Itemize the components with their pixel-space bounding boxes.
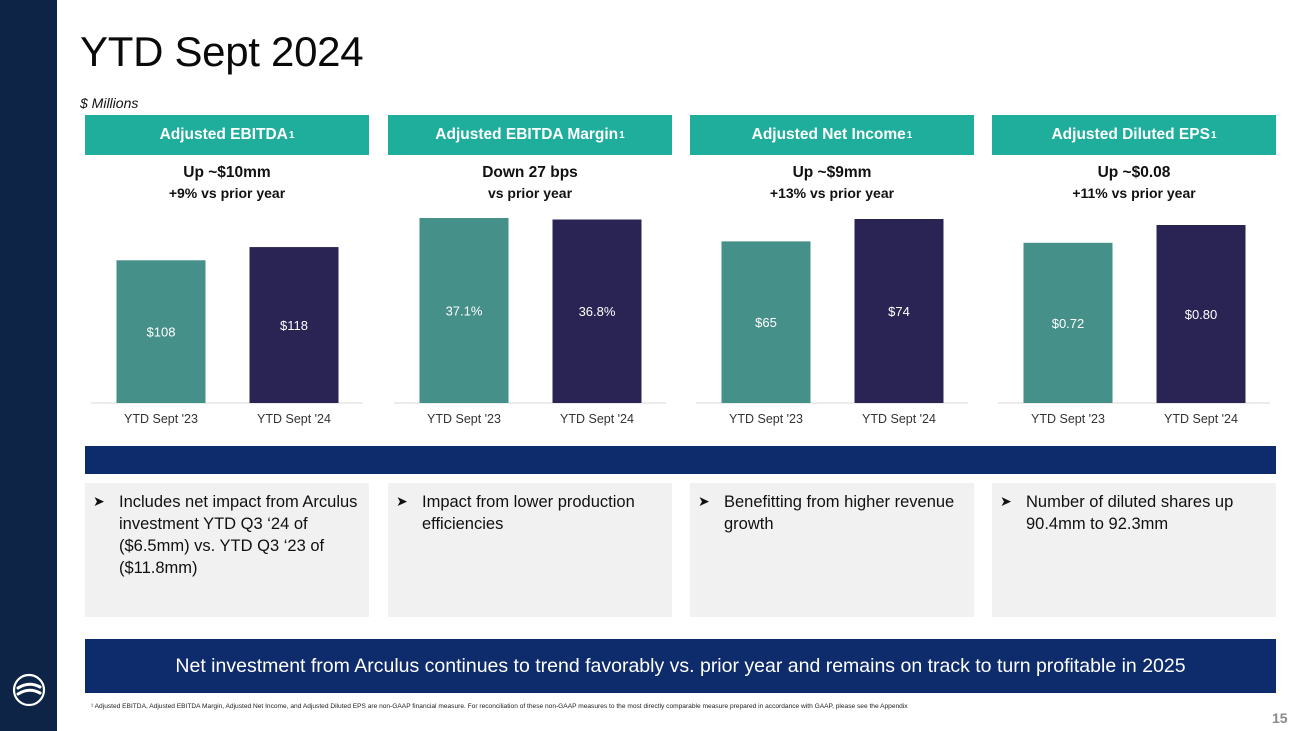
metric-column-adjusted-net-income: Adjusted Net Income 1 Up ~$9mm +13% vs pr… <box>690 115 974 426</box>
x-tick-label: YTD Sept '24 <box>257 412 331 426</box>
footnote-marker: 1 <box>619 129 625 141</box>
metric-title: Adjusted Net Income <box>751 126 906 143</box>
note-text: Benefitting from higher revenue growth <box>724 493 955 533</box>
bar-value-label: $0.72 <box>1052 316 1085 331</box>
bar <box>721 241 811 403</box>
arrow-bullet-icon: ➤ <box>93 493 105 509</box>
footnote-marker: 1 <box>906 129 913 141</box>
note-box: ➤ Includes net impact from Arculus inves… <box>85 483 369 617</box>
note-box: ➤ Number of diluted shares up 90.4mm to … <box>992 483 1276 617</box>
bar-value-label: 37.1% <box>446 304 483 319</box>
bar <box>1023 242 1113 403</box>
metric-title: Adjusted EBITDA <box>159 126 288 143</box>
metric-change-detail: +11% vs prior year <box>1072 185 1196 201</box>
metric-title: Adjusted Diluted EPS <box>1051 126 1210 143</box>
metric-title: Adjusted EBITDA Margin <box>435 126 619 143</box>
footnote-marker: 1 <box>288 129 295 141</box>
x-tick-label: YTD Sept '23 <box>427 412 501 426</box>
bar-chart: $108 YTD Sept '23 $118 YTD Sept '24 <box>91 247 363 426</box>
note-text: Number of diluted shares up 90.4mm to 92… <box>1026 493 1234 533</box>
bar <box>249 247 339 403</box>
section-divider-bar <box>85 446 1276 474</box>
bar <box>1156 225 1246 403</box>
note-text: Includes net impact from Arculus investm… <box>119 493 358 577</box>
metric-header: Adjusted EBITDA 1 <box>85 115 369 155</box>
left-brand-band <box>0 0 57 731</box>
x-tick-label: YTD Sept '24 <box>1164 412 1238 426</box>
metric-header: Adjusted EBITDA Margin 1 <box>388 115 672 155</box>
banner-text: Net investment from Arculus continues to… <box>175 654 1186 677</box>
footnote: ¹ Adjusted EBITDA, Adjusted EBITDA Margi… <box>91 703 908 710</box>
company-logo-icon <box>12 673 46 707</box>
metric-column-adjusted-ebitda: Adjusted EBITDA 1 Up ~$10mm +9% vs prior … <box>85 115 369 426</box>
arrow-bullet-icon: ➤ <box>1000 493 1012 509</box>
units-label: $ Millions <box>80 95 139 111</box>
summary-banner: Net investment from Arculus continues to… <box>85 639 1276 693</box>
metric-change-headline: Up ~$0.08 <box>1097 164 1171 181</box>
bar-chart: $0.72 YTD Sept '23 $0.80 YTD Sept '24 <box>998 225 1270 426</box>
page-title: YTD Sept 2024 <box>80 28 364 75</box>
metric-change-detail: +9% vs prior year <box>168 185 286 201</box>
bar <box>419 218 509 403</box>
bar-chart: $65 YTD Sept '23 $74 YTD Sept '24 <box>696 219 968 426</box>
metric-column-adjusted-ebitda-margin: Adjusted EBITDA Margin 1 Down 27 bps vs p… <box>388 115 672 426</box>
bar-chart: 37.1% YTD Sept '23 36.8% YTD Sept '24 <box>394 218 666 426</box>
bar-value-label: $108 <box>147 325 176 340</box>
x-tick-label: YTD Sept '23 <box>124 412 198 426</box>
bar <box>854 219 944 403</box>
note-box: ➤ Benefitting from higher revenue growth <box>690 483 974 617</box>
bar <box>552 219 642 403</box>
bar-value-label: 36.8% <box>579 304 616 319</box>
metric-change-detail: vs prior year <box>487 185 573 201</box>
metric-change-detail: +13% vs prior year <box>769 185 895 201</box>
metric-change-headline: Up ~$9mm <box>792 164 872 181</box>
footnote-marker: 1 <box>1210 129 1217 141</box>
bar-value-label: $74 <box>888 304 910 319</box>
note-text: Impact from lower production efficiencie… <box>422 493 635 533</box>
metric-change-headline: Down 27 bps <box>482 164 578 181</box>
metric-header: Adjusted Net Income 1 <box>690 115 974 155</box>
bar <box>116 260 206 403</box>
bar-value-label: $65 <box>755 315 777 330</box>
page-number: 15 <box>1272 710 1288 726</box>
metric-column-adjusted-diluted-eps: Adjusted Diluted EPS 1 Up ~$0.08 +11% vs … <box>992 115 1276 426</box>
x-tick-label: YTD Sept '24 <box>560 412 634 426</box>
note-box: ➤ Impact from lower production efficienc… <box>388 483 672 617</box>
arrow-bullet-icon: ➤ <box>698 493 710 509</box>
x-tick-label: YTD Sept '23 <box>729 412 803 426</box>
metric-change-headline: Up ~$10mm <box>183 164 271 181</box>
x-tick-label: YTD Sept '24 <box>862 412 936 426</box>
bar-value-label: $0.80 <box>1185 307 1218 322</box>
x-tick-label: YTD Sept '23 <box>1031 412 1105 426</box>
bar-value-label: $118 <box>280 318 308 333</box>
metric-header: Adjusted Diluted EPS 1 <box>992 115 1276 155</box>
arrow-bullet-icon: ➤ <box>396 493 408 509</box>
